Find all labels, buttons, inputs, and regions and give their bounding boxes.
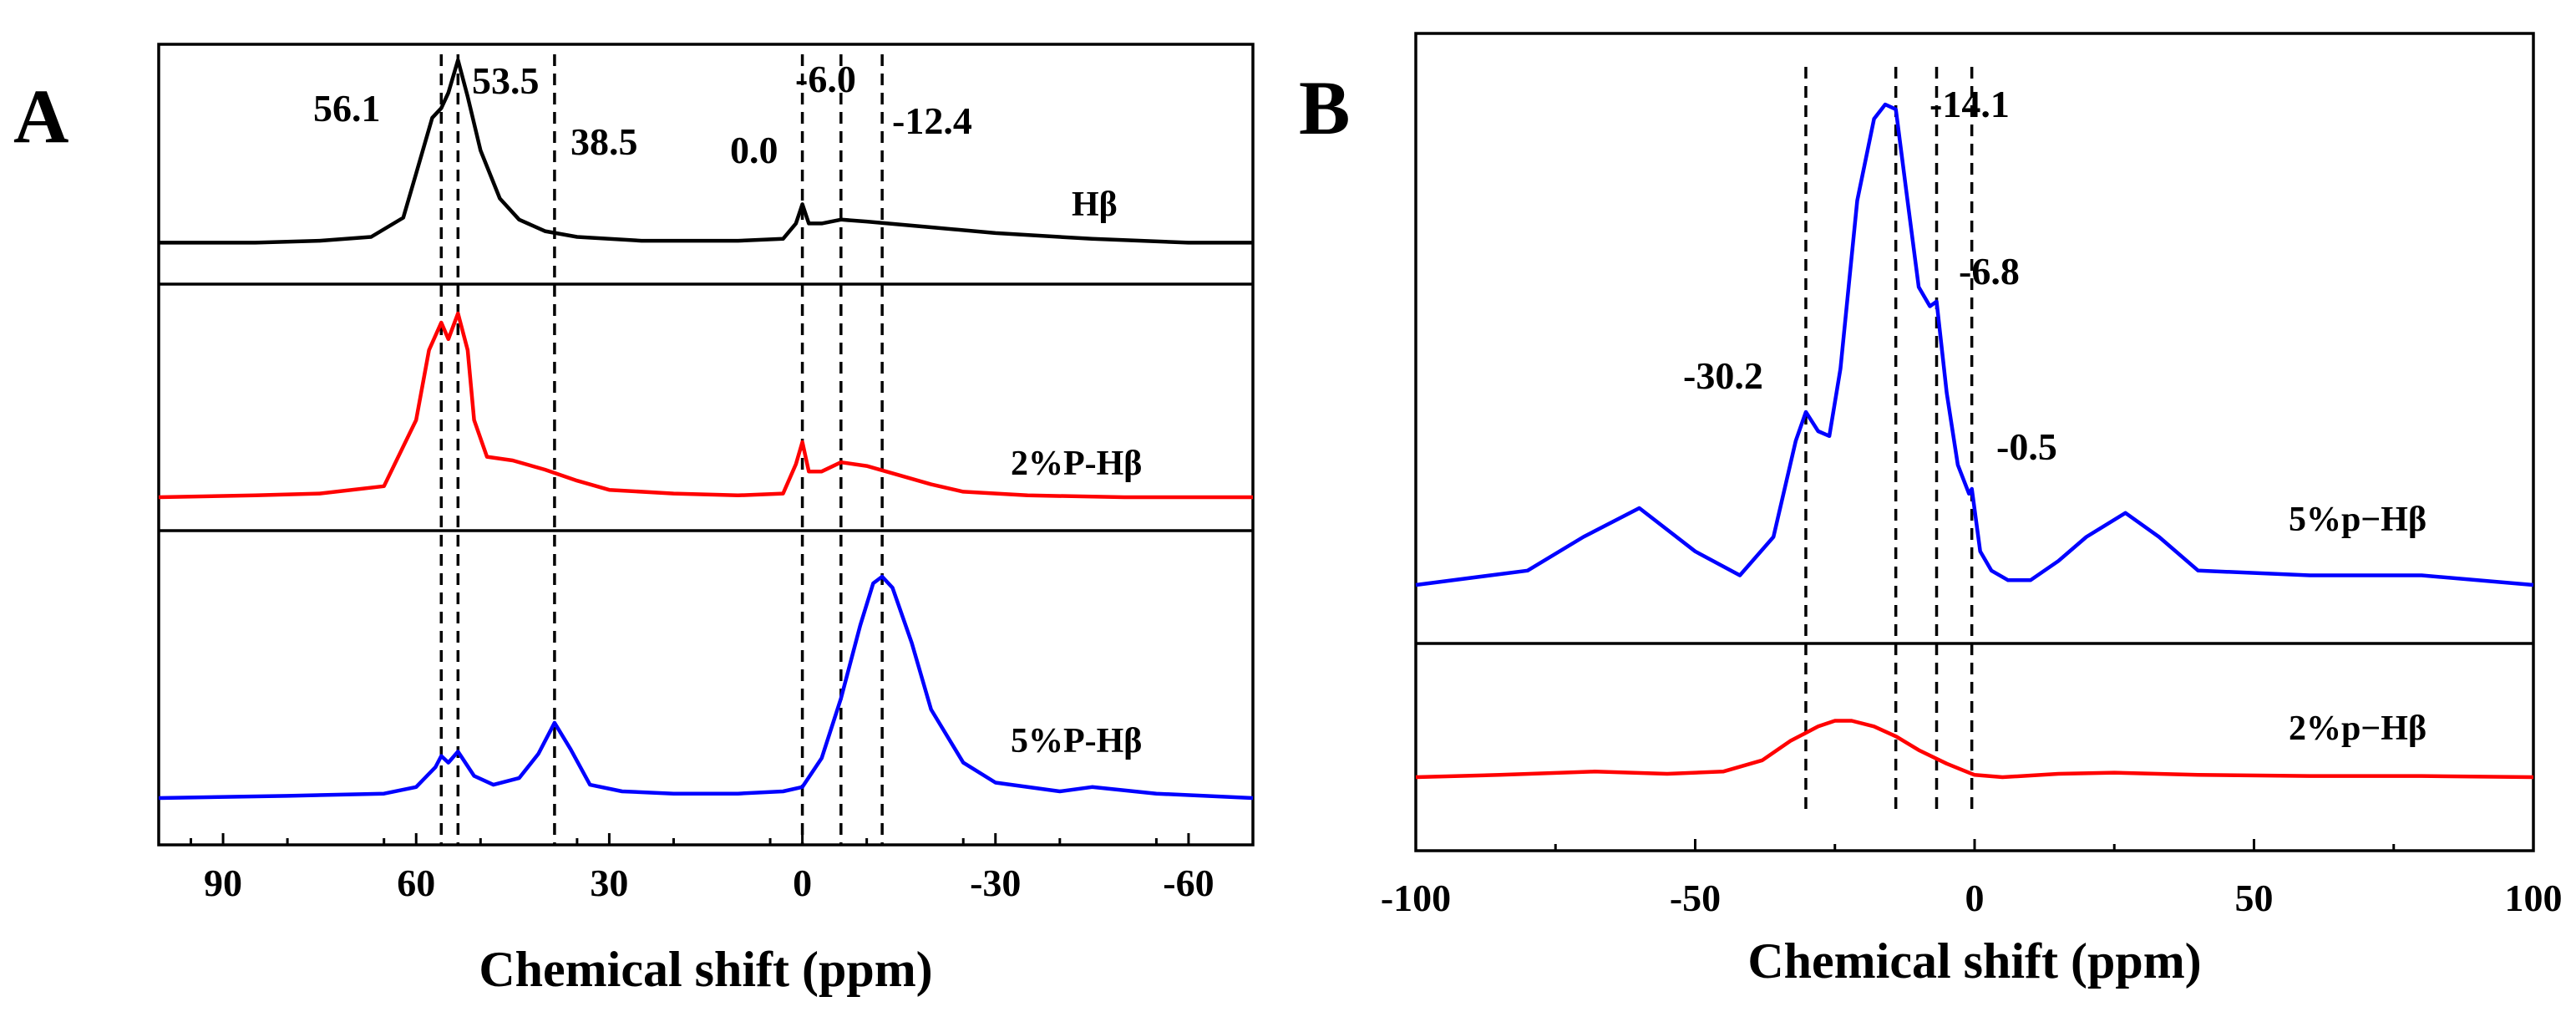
panel-b-trace-2-p-h-: [1415, 719, 2534, 780]
panel-a-peak-label-38-5: 38.5: [570, 120, 638, 163]
panel-b-x-tick-label-0: 0: [1965, 877, 1985, 919]
panel-b-reference-lines: [1804, 67, 1974, 811]
panel-a: A 90 60 30 0 -30 -60 56.1 53.5 38.5 0.0 -6.0 …: [13, 43, 1255, 997]
panel-b-x-tick-label-neg-50: -50: [1670, 877, 1721, 919]
panel-a-x-tick-label-0: 0: [793, 862, 812, 904]
panel-a-x-tick-label-30: 30: [590, 862, 628, 904]
panel-a-trace-h-: [159, 58, 1253, 245]
panel-b-x-axis-title: Chemical shift (ppm): [1747, 933, 2201, 989]
panel-a-x-tick-label-neg-30: -30: [970, 862, 1021, 904]
panel-b-series-label-5p-hbeta: 5%p−Hβ: [2289, 501, 2426, 539]
panel-a-frame: [157, 43, 1255, 847]
panel-b-peak-label-neg-6-8: -6.8: [1959, 250, 2020, 292]
panel-a-letter: A: [13, 74, 68, 159]
panel-b-peak-label-neg-30-2: -30.2: [1683, 354, 1763, 397]
panel-b-trace-5-p-h-: [1415, 102, 2534, 587]
panel-b-traces: [1415, 102, 2534, 780]
panel-a-x-tick-label-neg-60: -60: [1163, 862, 1214, 904]
panel-a-peak-label-neg-6-0: -6.0: [795, 58, 856, 100]
panel-a-trace-2-p-h-: [158, 311, 1253, 500]
panel-a-reference-lines: [439, 54, 884, 845]
panel-b-peak-label-neg-14-1: -14.1: [1929, 83, 2010, 125]
panel-b: B -100 -50 0 50 100 -14.1 -6.8 -30.2 -0.5 5%…: [1299, 32, 2563, 989]
panel-a-x-tick-label-60: 60: [397, 862, 435, 904]
panel-a-trace-5-p-h-: [158, 574, 1254, 801]
panel-a-peak-label-56-1: 56.1: [313, 87, 381, 130]
panel-a-peak-label-0-0: 0.0: [730, 129, 778, 171]
panel-a-series-label-2p-hbeta: 2%P-Hβ: [1011, 445, 1142, 483]
panel-b-x-tick-label-neg-100: -100: [1381, 877, 1451, 919]
panel-a-x-tick-label-90: 90: [204, 862, 242, 904]
panel-a-x-axis-title: Chemical shift (ppm): [479, 942, 932, 997]
panel-b-peak-label-neg-0-5: -0.5: [1996, 425, 2057, 468]
panel-b-x-ticks: -100 -50 0 50 100: [1381, 839, 2563, 919]
panel-b-letter: B: [1299, 65, 1350, 150]
panel-a-peak-label-53-5: 53.5: [472, 59, 540, 102]
panel-a-peak-label-neg-12-4: -12.4: [892, 99, 972, 142]
panel-b-series-label-2p-hbeta: 2%p−Hβ: [2289, 709, 2426, 748]
panel-a-traces: [158, 58, 1254, 801]
panel-b-x-tick-label-100: 100: [2505, 877, 2563, 919]
panel-b-x-tick-label-50: 50: [2235, 877, 2274, 919]
panel-a-series-label-5p-hbeta: 5%P-Hβ: [1011, 722, 1142, 760]
panel-a-x-ticks: 90 60 30 0 -30 -60: [190, 833, 1255, 904]
panel-a-series-label-hbeta: Hβ: [1072, 186, 1118, 224]
